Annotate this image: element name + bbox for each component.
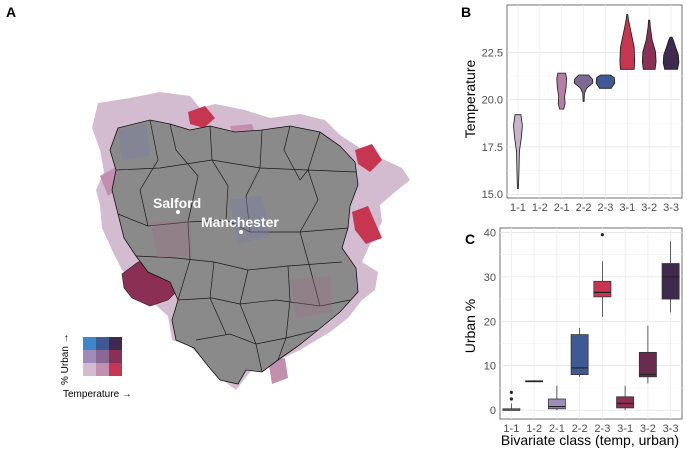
x-tick-label: 1-2 <box>526 423 542 435</box>
manchester-point <box>239 230 243 234</box>
violin-2-2 <box>573 74 594 102</box>
map-fringe-patch <box>268 358 288 384</box>
panel-c-label: C <box>465 231 475 247</box>
y-tick-label: 10 <box>484 361 496 373</box>
y-tick-label: 20 <box>484 316 496 328</box>
x-tick-label: 1-2 <box>532 202 548 214</box>
outlier-1-1 <box>509 397 513 401</box>
map-fringe-patch <box>355 144 382 172</box>
bivariate-legend <box>83 337 122 376</box>
x-tick-label: 2-1 <box>554 202 570 214</box>
map-urban-core <box>109 119 359 385</box>
legend-cell-3-2 <box>109 350 122 363</box>
x-tick-label: 3-1 <box>617 423 633 435</box>
legend-cell-2-2 <box>96 350 109 363</box>
plot-c-panel <box>499 227 683 420</box>
map-urban-tint <box>118 124 150 160</box>
x-tick-label: 3-3 <box>663 423 679 435</box>
violin-plot: 15.0 17.5 20.0 22.5 1-1 1-2 2-1 2-2 2-3 3-1 3-2 3-3 <box>482 5 682 214</box>
y-tick-label: 15.0 <box>482 189 503 201</box>
x-tick-label: 3-2 <box>640 423 656 435</box>
x-tick-label: 2-2 <box>572 423 588 435</box>
y-tick-label: 0 <box>490 405 496 417</box>
x-tick-label: 3-3 <box>663 202 679 214</box>
y-tick-label: 20.0 <box>482 95 503 107</box>
violin-2-1 <box>556 72 568 110</box>
ward-boundaries <box>115 119 357 373</box>
plot-c-ylabel: Urban % <box>462 299 478 353</box>
x-tick-label: 2-3 <box>594 423 610 435</box>
violin-3-3 <box>662 36 680 70</box>
legend-cell-2-1 <box>96 363 109 376</box>
box-3-1 <box>616 396 635 409</box>
plot-c-xlabel: Bivariate class (temp, urban) <box>501 432 679 448</box>
legend-cell-1-1 <box>83 363 96 376</box>
panel-b-label: B <box>461 4 471 20</box>
x-tick-label: 2-2 <box>576 202 592 214</box>
x-tick-label: 1-1 <box>510 202 526 214</box>
x-tick-label: 2-3 <box>597 202 613 214</box>
map-fringe-patch <box>352 206 382 244</box>
salford-label: Salford <box>153 195 201 211</box>
legend-cell-1-2 <box>83 350 96 363</box>
manchester-label: Manchester <box>201 214 279 230</box>
y-tick-label: 17.5 <box>482 142 503 154</box>
x-tick-label: 3-1 <box>619 202 635 214</box>
violin-3-1 <box>619 14 636 70</box>
x-tick-label: 1-1 <box>503 423 519 435</box>
violin-1-1 <box>513 114 523 189</box>
legend-y-label: % Urban → <box>60 333 71 385</box>
legend-cell-1-3 <box>83 337 96 350</box>
box-2-3 <box>593 280 612 298</box>
map-fringe-patch <box>188 106 215 128</box>
plot-b-panel <box>506 4 683 199</box>
box-3-2 <box>638 351 657 378</box>
x-tick-label: 3-2 <box>641 202 657 214</box>
outlier-2-3 <box>600 233 604 237</box>
x-tick-label: 2-1 <box>549 423 565 435</box>
legend-cell-3-3 <box>109 337 122 350</box>
box-2-2 <box>570 334 589 375</box>
panel-a-label: A <box>6 4 16 20</box>
y-tick-label: 22.5 <box>482 47 503 59</box>
box-2-1 <box>547 398 566 410</box>
violin-3-2 <box>641 19 657 70</box>
box-plot: 0 10 20 30 40 1-1 1-2 2-1 2-2 2-3 3-1 3-2 3-3 <box>484 227 682 435</box>
legend-cell-3-1 <box>109 363 122 376</box>
legend-x-label: Temperature → <box>63 389 132 400</box>
y-tick-label: 30 <box>484 272 496 284</box>
bivariate-map <box>92 92 410 390</box>
map-urban-tint <box>290 276 332 318</box>
legend-cell-2-3 <box>96 337 109 350</box>
box-3-3 <box>661 263 680 300</box>
plot-b-ylabel: Temperature <box>462 59 478 138</box>
violin-2-3 <box>595 74 616 89</box>
salford-point <box>176 210 180 214</box>
y-tick-label: 40 <box>484 227 496 239</box>
outlier-1-1 <box>509 390 513 394</box>
map-urban-tint <box>150 220 192 258</box>
